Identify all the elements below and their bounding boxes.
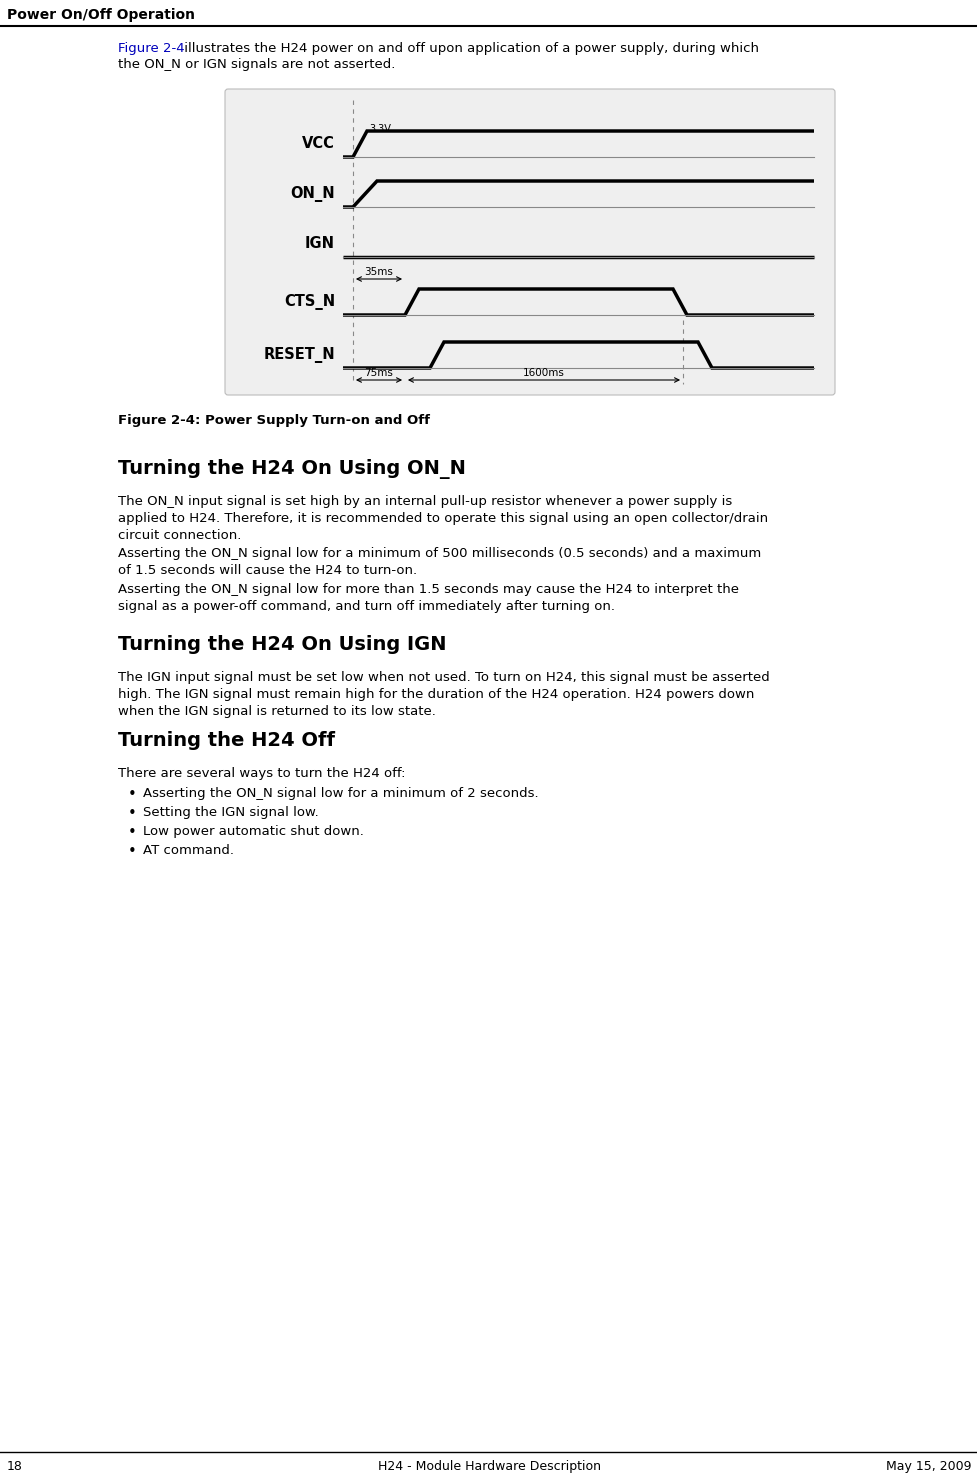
Text: AT command.: AT command. [143, 844, 234, 857]
Text: Figure 2-4: Power Supply Turn-on and Off: Figure 2-4: Power Supply Turn-on and Off [118, 414, 430, 427]
Text: There are several ways to turn the H24 off:: There are several ways to turn the H24 o… [118, 767, 405, 780]
Text: Turning the H24 On Using ON_N: Turning the H24 On Using ON_N [118, 460, 465, 479]
FancyBboxPatch shape [225, 89, 834, 395]
Text: Low power automatic shut down.: Low power automatic shut down. [143, 825, 363, 838]
Text: May 15, 2009: May 15, 2009 [884, 1460, 970, 1474]
Text: •: • [128, 825, 137, 840]
Text: 1600ms: 1600ms [523, 368, 565, 378]
Text: The IGN input signal must be set low when not used. To turn on H24, this signal : The IGN input signal must be set low whe… [118, 671, 769, 718]
Text: •: • [128, 806, 137, 820]
Text: 35ms: 35ms [364, 268, 393, 276]
Text: 75ms: 75ms [364, 368, 393, 378]
Text: Figure 2-4: Figure 2-4 [118, 41, 185, 55]
Text: the ON_N or IGN signals are not asserted.: the ON_N or IGN signals are not asserted… [118, 58, 395, 71]
Text: RESET_N: RESET_N [263, 347, 335, 364]
Text: Turning the H24 Off: Turning the H24 Off [118, 732, 335, 749]
Text: 18: 18 [7, 1460, 22, 1474]
Text: CTS_N: CTS_N [283, 294, 335, 310]
Text: The ON_N input signal is set high by an internal pull-up resistor whenever a pow: The ON_N input signal is set high by an … [118, 495, 767, 542]
Text: H24 - Module Hardware Description: H24 - Module Hardware Description [377, 1460, 600, 1474]
Text: VCC: VCC [302, 136, 335, 152]
Text: •: • [128, 786, 137, 803]
Text: •: • [128, 844, 137, 859]
Text: Asserting the ON_N signal low for more than 1.5 seconds may cause the H24 to int: Asserting the ON_N signal low for more t… [118, 582, 739, 613]
Text: Asserting the ON_N signal low for a minimum of 2 seconds.: Asserting the ON_N signal low for a mini… [143, 786, 538, 800]
Text: illustrates the H24 power on and off upon application of a power supply, during : illustrates the H24 power on and off upo… [180, 41, 758, 55]
Text: 3.3V: 3.3V [368, 124, 391, 134]
Text: Asserting the ON_N signal low for a minimum of 500 milliseconds (0.5 seconds) an: Asserting the ON_N signal low for a mini… [118, 547, 760, 576]
Text: ON_N: ON_N [290, 186, 335, 202]
Text: Turning the H24 On Using IGN: Turning the H24 On Using IGN [118, 636, 446, 653]
Text: IGN: IGN [305, 236, 335, 251]
Text: Setting the IGN signal low.: Setting the IGN signal low. [143, 806, 319, 819]
Text: Power On/Off Operation: Power On/Off Operation [7, 7, 194, 22]
